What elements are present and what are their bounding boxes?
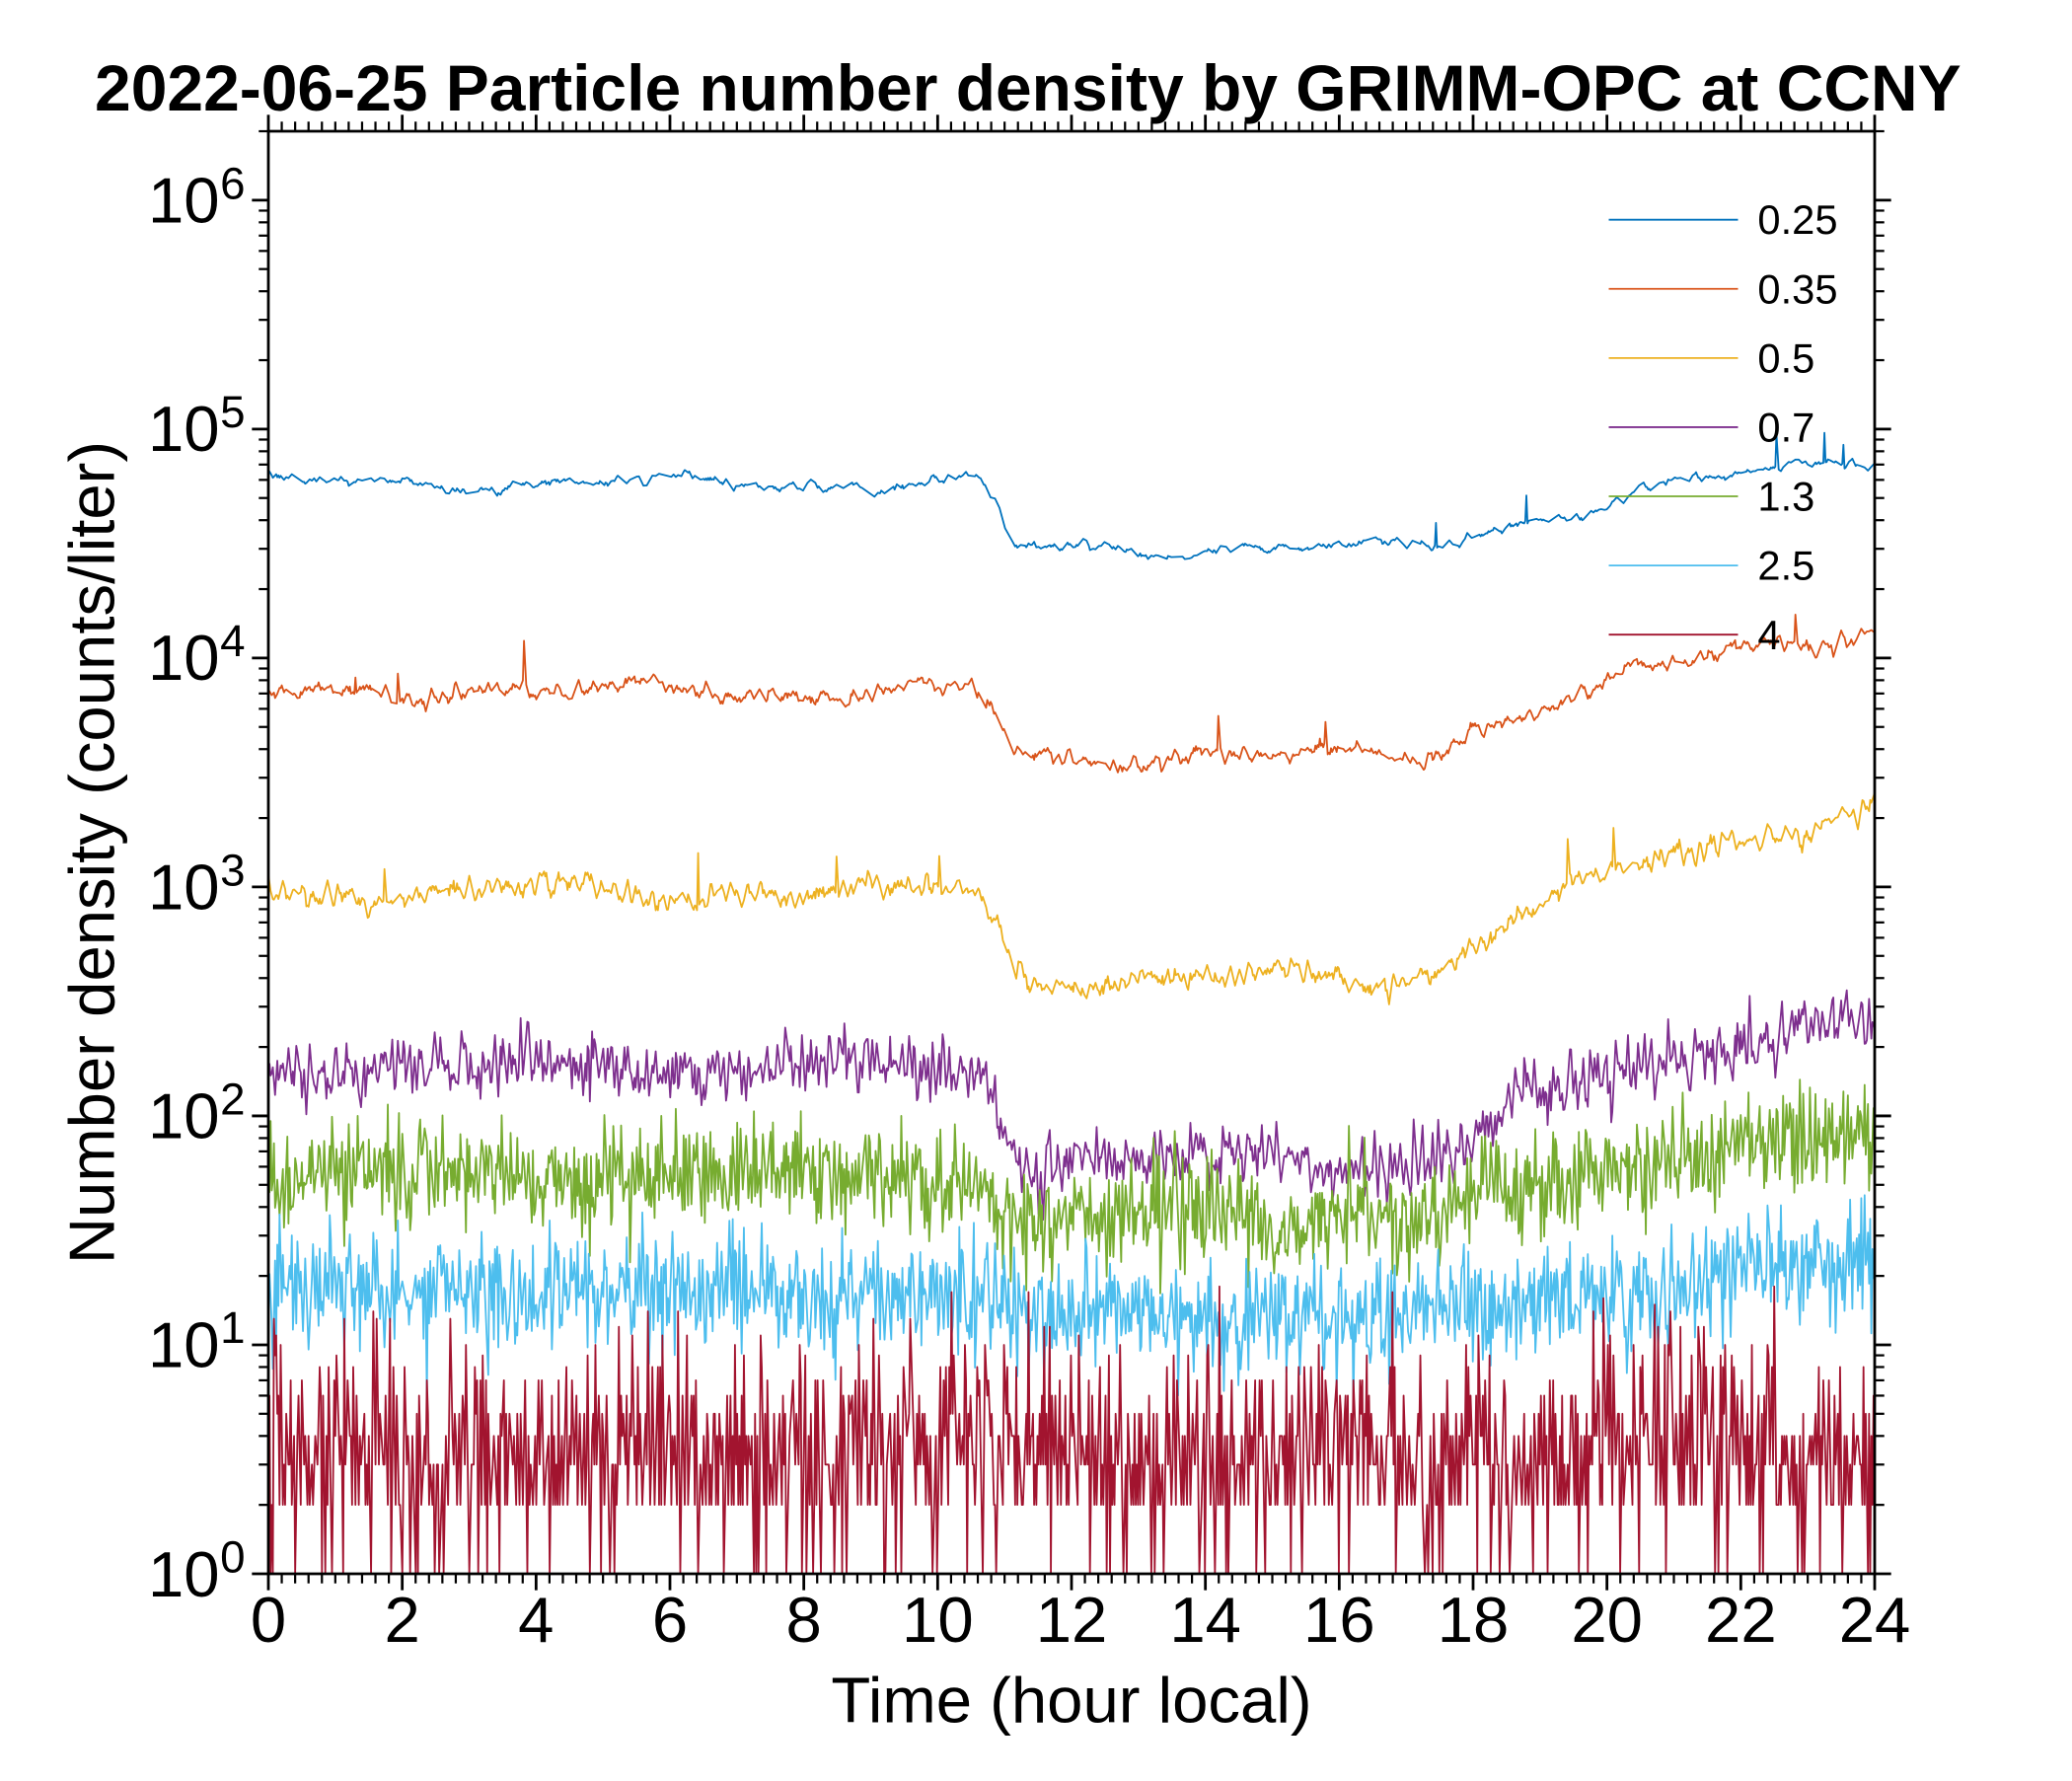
svg-text:4: 4: [1757, 612, 1780, 658]
svg-text:0.5: 0.5: [1757, 334, 1814, 381]
svg-text:Time (hour local): Time (hour local): [831, 1665, 1311, 1737]
svg-text:12: 12: [1036, 1584, 1108, 1656]
svg-text:0.7: 0.7: [1757, 405, 1814, 451]
svg-text:0.25: 0.25: [1757, 196, 1837, 243]
svg-text:0: 0: [251, 1584, 286, 1656]
svg-text:2: 2: [385, 1584, 420, 1656]
svg-text:Number density (counts/liter): Number density (counts/liter): [56, 441, 128, 1264]
svg-text:1.3: 1.3: [1757, 474, 1814, 520]
svg-text:0.35: 0.35: [1757, 265, 1837, 312]
svg-text:18: 18: [1438, 1584, 1510, 1656]
svg-text:24: 24: [1839, 1584, 1911, 1656]
svg-text:6: 6: [652, 1584, 688, 1656]
svg-text:2.5: 2.5: [1757, 543, 1814, 589]
svg-text:20: 20: [1571, 1584, 1643, 1656]
svg-text:16: 16: [1303, 1584, 1375, 1656]
svg-text:4: 4: [518, 1584, 554, 1656]
svg-text:10: 10: [902, 1584, 974, 1656]
svg-text:2022-06-25 Particle number den: 2022-06-25 Particle number density by GR…: [95, 51, 1961, 124]
svg-text:8: 8: [786, 1584, 822, 1656]
svg-text:22: 22: [1705, 1584, 1777, 1656]
svg-text:14: 14: [1169, 1584, 1241, 1656]
